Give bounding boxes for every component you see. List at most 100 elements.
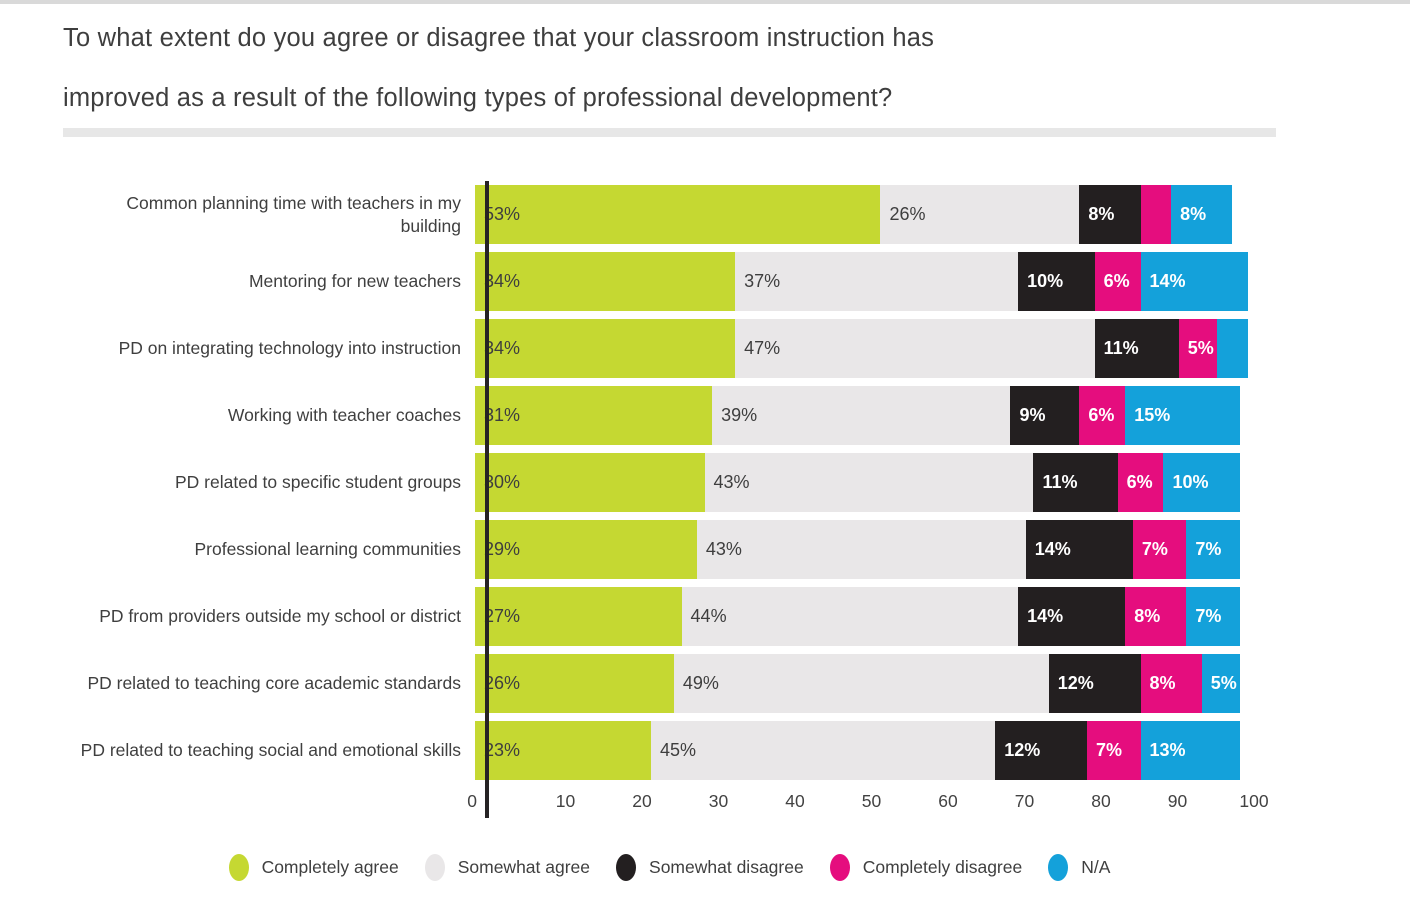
bar-segment-n-a: 7% [1186, 520, 1240, 579]
bar-value-label: 29% [484, 539, 521, 559]
x-axis-tick-label: 50 [861, 791, 882, 811]
bar-segment-completely-agree: 26% [475, 654, 674, 713]
bar-segment-completely-agree: 34% [475, 319, 736, 378]
bar-value-label: 34% [484, 338, 521, 358]
bar-segment-somewhat-agree: 47% [735, 319, 1095, 378]
bar-segment-completely-agree: 23% [475, 721, 651, 780]
bar-value-label: 7% [1195, 606, 1222, 626]
bar-segment-n-a: 13% [1140, 721, 1240, 780]
bar-value-label: 34% [484, 271, 521, 291]
bar-value-label: 12% [1004, 740, 1041, 760]
bar-value-label: 8% [1088, 204, 1115, 224]
chart-rows: Common planning time with teachers in my… [63, 185, 1410, 780]
chart-row: PD on integrating technology into instru… [63, 319, 1410, 378]
bar-value-label: 26% [484, 673, 521, 693]
bar-stack: 23% 45% 12% 7% 13% [475, 721, 1240, 780]
bar-segment-n-a: 14% [1140, 252, 1248, 311]
legend-label: Somewhat disagree [649, 857, 804, 877]
bar-value-label: 6% [1103, 271, 1130, 291]
x-axis-tick-label: 100 [1239, 791, 1269, 811]
legend-swatch-icon [1048, 854, 1069, 881]
bar-segment-n-a [1217, 319, 1248, 378]
title-divider [63, 128, 1276, 137]
bar-segment-somewhat-disagree: 11% [1094, 319, 1179, 378]
bar-segment-completely-disagree: 8% [1125, 587, 1187, 646]
bar-value-label: 30% [484, 472, 521, 492]
x-axis-tick-label: 40 [785, 791, 805, 811]
bar-segment-completely-disagree: 6% [1117, 453, 1164, 512]
category-label: PD from providers outside my school or d… [99, 606, 461, 626]
chart-row: Mentoring for new teachers 34% 37% 10% 6% 14% [63, 252, 1410, 311]
bar-value-label: 31% [484, 405, 521, 425]
category-label: PD related to teaching social and emotio… [80, 740, 461, 760]
bar-value-label: 7% [1095, 740, 1122, 760]
x-axis-tick-label: 20 [632, 791, 652, 811]
x-axis-tick-label: 90 [1167, 791, 1188, 811]
bar-segment-completely-disagree: 7% [1086, 721, 1141, 780]
x-axis-tick-label: 80 [1091, 791, 1111, 811]
bar-segment-somewhat-agree: 26% [880, 185, 1080, 244]
bar-value-label: 37% [744, 271, 781, 291]
bar-value-label: 53% [484, 204, 521, 224]
bar-segment-somewhat-disagree: 9% [1010, 386, 1080, 445]
legend-swatch-icon [228, 854, 249, 881]
bar-segment-completely-agree: 30% [475, 453, 705, 512]
bar-segment-somewhat-disagree: 8% [1079, 185, 1141, 244]
bar-segment-n-a: 5% [1201, 654, 1240, 713]
bar-segment-somewhat-disagree: 11% [1033, 453, 1118, 512]
bar-value-label: 8% [1149, 673, 1176, 693]
legend-item: Completely disagree [829, 854, 1023, 881]
top-border [0, 0, 1410, 4]
bar-segment-completely-agree: 31% [475, 386, 713, 445]
bar-segment-n-a: 15% [1125, 386, 1240, 445]
legend-swatch-icon [829, 854, 850, 881]
bar-segment-n-a: 8% [1171, 185, 1233, 244]
bar-value-label: 14% [1149, 271, 1186, 291]
chart-row: Working with teacher coaches 31% 39% 9% 6% 15… [63, 386, 1410, 445]
legend-label: Completely disagree [862, 857, 1023, 877]
bar-stack: 26% 49% 12% 8% 5% [475, 654, 1240, 713]
bar-segment-completely-agree: 29% [475, 520, 697, 579]
chart-row: PD related to teaching social and emotio… [63, 721, 1410, 780]
bar-value-label: 26% [889, 204, 926, 224]
bar-value-label: 11% [1103, 338, 1139, 358]
page: To what extent do you agree or disagree … [0, 0, 1410, 881]
legend-label: Somewhat agree [457, 857, 591, 877]
bar-segment-somewhat-agree: 45% [650, 721, 996, 780]
chart-title-line-2: improved as a result of the following ty… [63, 84, 893, 112]
bar-stack: 29% 43% 14% 7% 7% [475, 520, 1240, 579]
x-axis-tick-label: 30 [708, 791, 729, 811]
category-label: PD related to teaching core academic sta… [87, 673, 461, 693]
bar-value-label: 23% [484, 740, 521, 760]
chart-title: To what extent do you agree or disagree … [63, 8, 1410, 128]
x-axis-tick-label: 0 [467, 791, 477, 811]
bar-value-label: 44% [690, 606, 727, 626]
bar-value-label: 7% [1141, 539, 1168, 559]
chart-row: PD related to specific student groups 30%… [63, 453, 1410, 512]
bar-value-label: 5% [1187, 338, 1214, 358]
x-axis-tick-label: 60 [938, 791, 958, 811]
bar-segment-somewhat-agree: 39% [712, 386, 1011, 445]
legend-item: N/A [1048, 854, 1110, 881]
bar-segment-somewhat-agree: 43% [704, 453, 1034, 512]
bar-value-label: 43% [713, 472, 750, 492]
bar-segment-somewhat-agree: 49% [673, 654, 1049, 713]
category-label: Professional learning communities [194, 539, 461, 559]
bar-stack: 31% 39% 9% 6% 15% [475, 386, 1240, 445]
x-axis: 0 10 20 30 40 50 60 70 80 90 100 [467, 780, 1410, 818]
x-axis-tick-label: 70 [1014, 791, 1035, 811]
x-axis-tick-label: 10 [555, 791, 576, 811]
legend-item: Completely agree [228, 854, 399, 881]
bar-value-label: 8% [1180, 204, 1207, 224]
bar-value-label: 5% [1210, 673, 1237, 693]
bar-value-label: 39% [721, 405, 758, 425]
bar-value-label: 10% [1172, 472, 1209, 492]
bar-value-label: 14% [1027, 606, 1064, 626]
bar-value-label: 6% [1088, 405, 1115, 425]
bar-stack: 34% 37% 10% 6% 14% [475, 252, 1248, 311]
bar-value-label: 43% [705, 539, 742, 559]
chart-row: PD from providers outside my school or d… [63, 587, 1410, 646]
category-label: PD related to specific student groups [175, 472, 461, 492]
bar-stack: 53% 26% 8% 8% [475, 185, 1233, 244]
bar-stack: 27% 44% 14% 8% 7% [475, 587, 1240, 646]
